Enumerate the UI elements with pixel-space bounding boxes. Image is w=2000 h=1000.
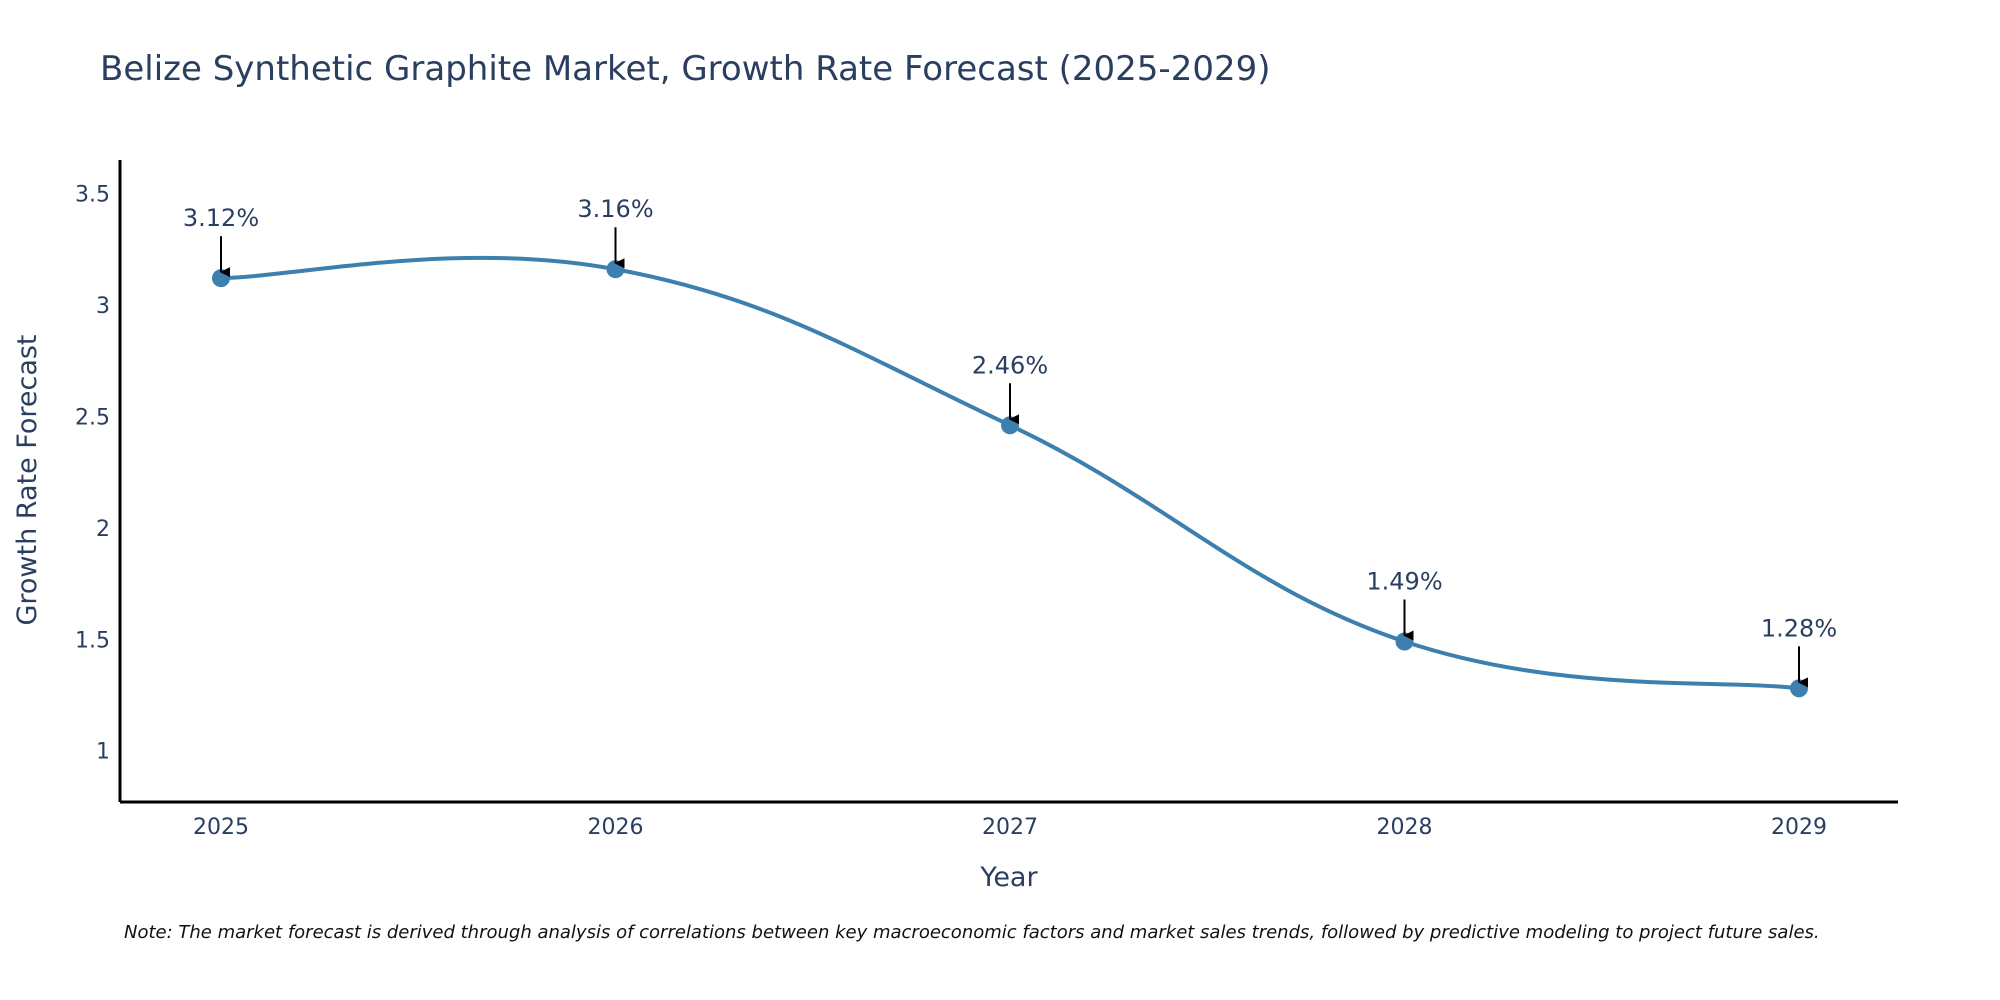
y-axis-ticks: 1 1.5 2 2.5 3 3.5 bbox=[75, 182, 110, 764]
x-tick-label: 2028 bbox=[1377, 815, 1433, 840]
series-line bbox=[220, 255, 1800, 691]
data-label-2027: 2.46% bbox=[972, 351, 1048, 379]
x-axis-title: Year bbox=[979, 862, 1038, 893]
data-points bbox=[212, 260, 1808, 698]
chart-title: Belize Synthetic Graphite Market, Growth… bbox=[100, 49, 1271, 89]
y-tick-label: 2 bbox=[96, 517, 110, 542]
y-tick-label: 2.5 bbox=[75, 405, 110, 430]
x-tick-label: 2029 bbox=[1771, 815, 1827, 840]
data-label-2028: 1.49% bbox=[1366, 568, 1442, 596]
data-annotations: 3.12% 3.16% 2.46% 1.49% 1.28% bbox=[183, 195, 1837, 688]
data-label-2029: 1.28% bbox=[1761, 614, 1837, 642]
data-label-2025: 3.12% bbox=[183, 204, 259, 232]
y-tick-label: 1 bbox=[96, 740, 110, 765]
y-tick-label: 3 bbox=[96, 294, 110, 319]
x-tick-label: 2025 bbox=[193, 815, 249, 840]
data-label-2026: 3.16% bbox=[577, 195, 653, 223]
footnote: Note: The market forecast is derived thr… bbox=[124, 922, 1820, 943]
x-tick-label: 2027 bbox=[982, 815, 1038, 840]
y-tick-label: 3.5 bbox=[75, 182, 110, 207]
y-axis-title: Growth Rate Forecast bbox=[12, 334, 43, 625]
x-tick-label: 2026 bbox=[588, 815, 644, 840]
x-axis-ticks: 2025 2026 2027 2028 2029 bbox=[193, 815, 1827, 840]
y-tick-label: 1.5 bbox=[75, 628, 110, 653]
